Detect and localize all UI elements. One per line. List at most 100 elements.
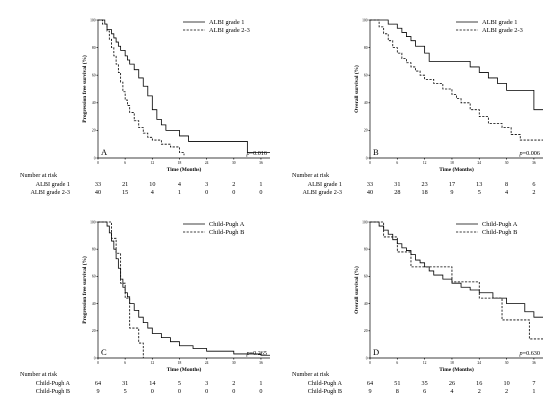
- legend-entry: ALBI grade 1: [209, 19, 245, 26]
- x-tick-label: 30: [232, 361, 236, 365]
- legend-entry: Child-Pugh B: [209, 229, 244, 236]
- y-tick-label: 80: [364, 46, 368, 50]
- y-tick-label: 20: [92, 329, 96, 333]
- risk-count: 3: [205, 181, 208, 188]
- x-tick-label: 0: [369, 361, 371, 365]
- risk-row-label: ALBI grade 1: [308, 181, 342, 188]
- risk-count: 0: [232, 189, 235, 196]
- risk-count: 1: [259, 181, 262, 188]
- risk-row-label: ALBI grade 2-3: [302, 189, 342, 196]
- risk-count: 0: [178, 388, 181, 395]
- risk-count: 2: [532, 189, 535, 196]
- risk-count: 33: [95, 181, 101, 188]
- p-value-number: =0.006: [523, 150, 540, 157]
- x-tick-label: 18: [178, 361, 182, 365]
- risk-count: 9: [96, 388, 99, 395]
- p-value-prefix: p: [245, 150, 249, 157]
- risk-row-label: ALBI grade 2-3: [30, 189, 70, 196]
- risk-count: 18: [422, 189, 428, 196]
- y-axis-label: Progression free survival (%): [81, 55, 88, 123]
- x-tick-label: 6: [396, 161, 398, 165]
- x-tick-label: 30: [505, 361, 509, 365]
- x-tick-label: 18: [178, 161, 182, 165]
- risk-count: 14: [149, 380, 155, 387]
- y-tick-label: 0: [94, 156, 96, 160]
- legend-entry: Child-Pugh A: [482, 221, 518, 228]
- p-value-number: =0.016: [250, 150, 267, 157]
- risk-row-label: Child-Pugh B: [36, 388, 70, 395]
- km-curve-child-pugh-b: [370, 221, 543, 340]
- risk-count: 4: [178, 181, 181, 188]
- risk-count: 2: [478, 388, 481, 395]
- x-tick-label: 36: [532, 161, 536, 165]
- risk-count: 16: [476, 380, 482, 387]
- y-tick-label: 20: [364, 329, 368, 333]
- p-value-number: =0.265: [250, 350, 267, 357]
- y-tick-label: 40: [364, 302, 368, 306]
- y-tick-label: 20: [364, 129, 368, 133]
- y-tick-label: 0: [94, 356, 96, 360]
- risk-count: 40: [95, 189, 101, 196]
- x-tick-label: 24: [477, 361, 481, 365]
- y-tick-label: 100: [362, 220, 368, 224]
- legend-entry: Child-Pugh A: [209, 221, 245, 228]
- risk-count: 13: [476, 181, 482, 188]
- y-tick-label: 100: [90, 220, 96, 224]
- p-value-prefix: p: [518, 150, 522, 157]
- y-tick-label: 0: [366, 356, 368, 360]
- risk-count: 5: [478, 189, 481, 196]
- y-tick-label: 100: [90, 18, 96, 22]
- y-tick-label: 80: [92, 46, 96, 50]
- risk-count: 31: [122, 380, 128, 387]
- risk-count: 26: [449, 380, 455, 387]
- km-curve-albi-grade-1: [370, 19, 543, 111]
- x-axis-label: Time (Months): [167, 366, 202, 373]
- y-tick-label: 40: [364, 101, 368, 105]
- risk-count: 31: [394, 181, 400, 188]
- km-curve-child-pugh-b: [98, 221, 144, 358]
- p-value: p=0.630: [518, 350, 540, 357]
- risk-count: 4: [505, 189, 508, 196]
- x-axis-label: Time (Months): [439, 366, 474, 373]
- risk-count: 4: [151, 189, 154, 196]
- x-tick-label: 30: [505, 161, 509, 165]
- y-tick-label: 60: [92, 275, 96, 279]
- km-curve-child-pugh-a: [98, 221, 270, 356]
- x-tick-label: 36: [259, 361, 263, 365]
- y-axis-label: Overall survival (%): [353, 266, 360, 314]
- p-value: p=0.016: [245, 150, 267, 157]
- y-axis-label: Overall survival (%): [353, 65, 360, 113]
- x-tick-label: 24: [477, 161, 481, 165]
- p-value-prefix: p: [245, 350, 249, 357]
- risk-count: 28: [394, 189, 400, 196]
- y-tick-label: 20: [92, 129, 96, 133]
- risk-table-title: Number at risk: [20, 172, 58, 179]
- x-tick-label: 36: [259, 161, 263, 165]
- risk-count: 0: [232, 388, 235, 395]
- panel-label: B: [373, 147, 379, 157]
- x-tick-label: 18: [450, 161, 454, 165]
- km-curve-child-pugh-a: [370, 221, 543, 318]
- x-tick-label: 24: [205, 361, 209, 365]
- risk-count: 2: [505, 388, 508, 395]
- risk-count: 17: [449, 181, 455, 188]
- risk-row-label: Child-Pugh A: [308, 380, 343, 387]
- risk-count: 0: [151, 388, 154, 395]
- risk-count: 5: [178, 380, 181, 387]
- y-tick-label: 60: [364, 275, 368, 279]
- risk-count: 8: [505, 181, 508, 188]
- risk-table-title: Number at risk: [20, 371, 58, 378]
- p-value: p=0.006: [518, 150, 540, 157]
- risk-table-title: Number at risk: [292, 172, 330, 179]
- x-tick-label: 6: [396, 361, 398, 365]
- risk-count: 2: [232, 181, 235, 188]
- risk-count: 0: [259, 388, 262, 395]
- risk-count: 4: [450, 388, 453, 395]
- x-tick-label: 18: [450, 361, 454, 365]
- x-tick-label: 12: [423, 361, 427, 365]
